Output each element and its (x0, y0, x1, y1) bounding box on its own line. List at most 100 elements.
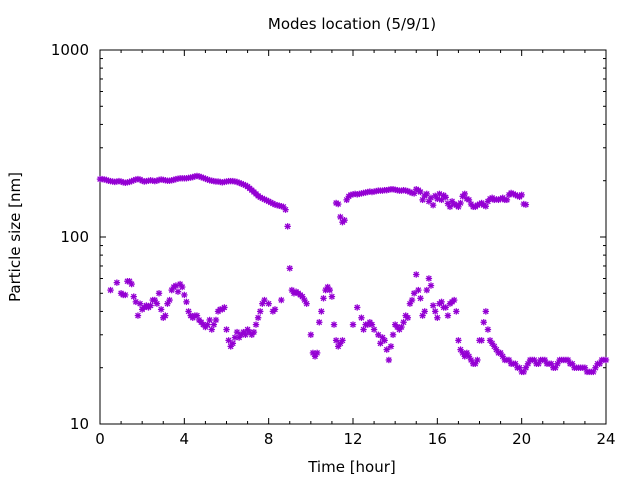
data-point (157, 306, 165, 313)
data-point (434, 314, 441, 321)
data-point (482, 203, 490, 210)
data-point (404, 314, 412, 321)
data-point (522, 201, 530, 208)
x-tick-label: 20 (512, 430, 531, 448)
data-point (432, 308, 439, 315)
data-point (318, 308, 325, 315)
data-point (457, 199, 464, 207)
data-point (385, 356, 393, 364)
data-points (96, 172, 610, 376)
data-point (461, 190, 468, 198)
data-point (130, 293, 137, 300)
data-point (387, 343, 395, 350)
data-point (153, 300, 161, 307)
data-point (444, 312, 452, 319)
data-point (349, 321, 357, 328)
data-point (282, 206, 289, 213)
data-point (438, 298, 445, 306)
data-point (166, 296, 173, 304)
data-point (316, 319, 323, 326)
y-tick-label: 1000 (51, 41, 89, 59)
plot-frame (99, 49, 607, 425)
y-tick-label: 100 (60, 228, 89, 246)
data-point (107, 286, 114, 294)
data-point (223, 326, 230, 333)
data-point (155, 290, 163, 297)
data-point (225, 337, 232, 344)
data-point (451, 296, 458, 304)
x-tick-label: 12 (343, 430, 362, 448)
data-point (427, 282, 435, 289)
data-point (284, 223, 291, 230)
x-tick-label: 24 (596, 430, 615, 448)
data-point (383, 346, 390, 353)
data-point (389, 331, 397, 338)
data-point (442, 194, 449, 201)
data-point (455, 337, 462, 344)
data-point (332, 337, 340, 344)
data-point (320, 295, 327, 302)
data-point (518, 191, 525, 199)
data-point (474, 356, 481, 364)
data-point (337, 213, 344, 221)
data-point (278, 296, 285, 304)
data-point (381, 337, 388, 344)
chart-title: Modes location (5/9/1) (268, 15, 436, 33)
data-point (478, 337, 485, 344)
x-tick-label: 8 (264, 430, 274, 448)
data-point (307, 331, 315, 338)
plot-border (99, 49, 607, 425)
data-point (254, 314, 262, 321)
data-point (179, 283, 186, 291)
data-point (358, 314, 365, 321)
data-point (503, 196, 511, 204)
data-point (354, 304, 361, 311)
data-point (128, 280, 135, 288)
data-point (257, 308, 264, 315)
x-tick-labels: 0 4 8 12 16 20 24 (95, 430, 615, 448)
data-point (181, 291, 188, 299)
data-point (480, 319, 487, 326)
data-point (147, 302, 154, 309)
data-point (330, 321, 338, 328)
y-tick-labels: 10 100 1000 (51, 41, 89, 433)
data-point (429, 201, 437, 209)
data-point (265, 300, 272, 307)
x-tick-label: 4 (180, 430, 190, 448)
data-point (174, 288, 182, 295)
data-point (421, 308, 428, 315)
data-point (303, 300, 310, 307)
data-point (208, 326, 215, 333)
data-point (206, 316, 213, 324)
data-point (453, 308, 460, 315)
data-point (113, 279, 121, 286)
data-point (322, 286, 329, 294)
data-point (415, 286, 422, 294)
data-point (400, 319, 407, 326)
x-tick-label: 0 (95, 430, 105, 448)
data-point (429, 302, 437, 309)
data-point (341, 216, 348, 224)
data-point (410, 290, 418, 297)
data-point (484, 326, 492, 333)
data-point (250, 328, 258, 336)
data-point (339, 337, 346, 344)
data-point (368, 321, 376, 328)
data-point (326, 286, 334, 294)
data-point (408, 296, 416, 304)
data-point (286, 265, 293, 272)
data-point (423, 286, 430, 294)
data-point (221, 304, 228, 311)
data-point (252, 321, 260, 328)
data-point (271, 306, 279, 313)
data-point (446, 203, 454, 211)
data-point (482, 308, 490, 315)
data-point (162, 312, 169, 319)
data-point (377, 340, 384, 347)
data-point (417, 295, 424, 302)
data-point (183, 298, 190, 306)
data-point (328, 293, 336, 300)
data-point (212, 316, 220, 324)
data-point (413, 271, 420, 278)
